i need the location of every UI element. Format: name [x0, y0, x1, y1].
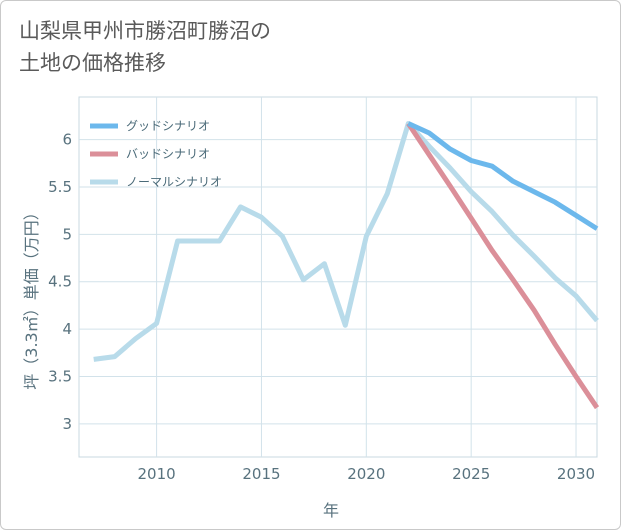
y-tick-label: 5.5	[48, 178, 72, 196]
tick-labels: 3 3.5 4 4.5 5 5.5 6 2010 2015 2020 2025 2030	[48, 131, 595, 483]
y-tick-label: 3.5	[48, 367, 72, 385]
y-tick-label: 3	[62, 415, 72, 433]
y-tick-label: 4.5	[48, 273, 72, 291]
series-line-1	[406, 122, 600, 410]
y-tick-label: 5	[62, 225, 72, 243]
series-lines	[93, 121, 600, 410]
x-axis-title: 年	[323, 501, 339, 520]
y-tick-label: 4	[62, 320, 72, 338]
legend-label: バッドシナリオ	[126, 147, 210, 161]
y-tick-label: 6	[62, 131, 72, 149]
x-tick-label: 2020	[347, 465, 385, 483]
grid-lines	[79, 97, 597, 457]
series-line-0	[407, 121, 599, 231]
x-tick-label: 2025	[452, 465, 490, 483]
series-line-2	[93, 121, 599, 362]
chart-title: 山梨県甲州市勝沼町勝沼の 土地の価格推移	[19, 15, 271, 79]
chart-title-line1: 山梨県甲州市勝沼町勝沼の	[19, 19, 271, 43]
x-tick-label: 2010	[138, 465, 176, 483]
chart-title-line2: 土地の価格推移	[19, 51, 166, 75]
x-tick-label: 2030	[557, 465, 595, 483]
x-tick-label: 2015	[242, 465, 280, 483]
y-axis-title: 坪（3.3㎡）単価（万円）	[22, 204, 41, 389]
legend-label: ノーマルシナリオ	[126, 175, 222, 189]
legend-label: グッドシナリオ	[126, 119, 210, 133]
